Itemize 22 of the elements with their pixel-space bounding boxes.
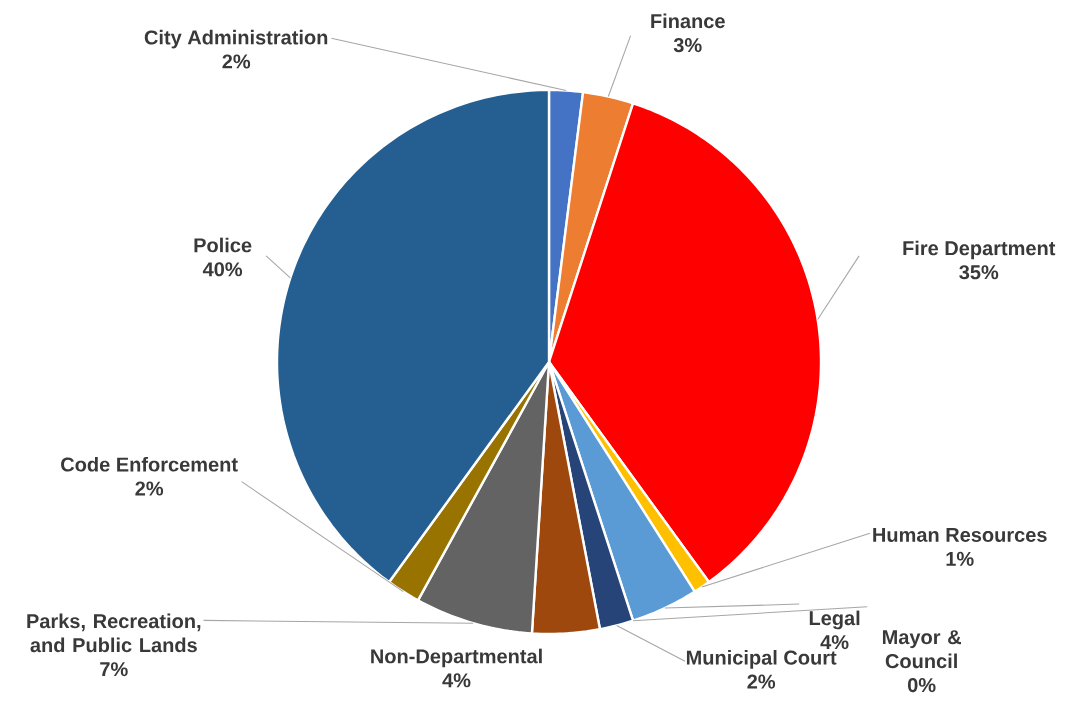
category-label: Mayor & Council [882, 630, 962, 669]
data-label: 2% [222, 54, 251, 69]
data-label: 2% [135, 481, 164, 496]
slice-label: Non-Departmental [371, 648, 542, 668]
slice-label: Municipal Court [686, 650, 837, 669]
slice-label: Human Resources [873, 527, 1047, 542]
data-label: 1% [946, 551, 974, 566]
data-label: 35% [959, 265, 999, 280]
data-label: 2% [747, 674, 776, 689]
text: 0% [907, 678, 936, 693]
data-label: 3% [673, 38, 702, 53]
data-label: 4% [442, 673, 471, 688]
slice-label: Legal [809, 610, 860, 630]
data-label: 40% [202, 262, 243, 277]
slice-label: Parks, Recreation, and Public Lands [27, 613, 201, 653]
slice-label: Fire Department [903, 240, 1056, 260]
data-label: 7% [100, 662, 128, 677]
slice-label: Code Enforcement [61, 456, 238, 472]
slice-label: City Administration [144, 29, 328, 49]
slice-label: Finance [651, 13, 725, 29]
data-label: 4% [820, 635, 849, 650]
slice-label: Police [194, 237, 252, 253]
